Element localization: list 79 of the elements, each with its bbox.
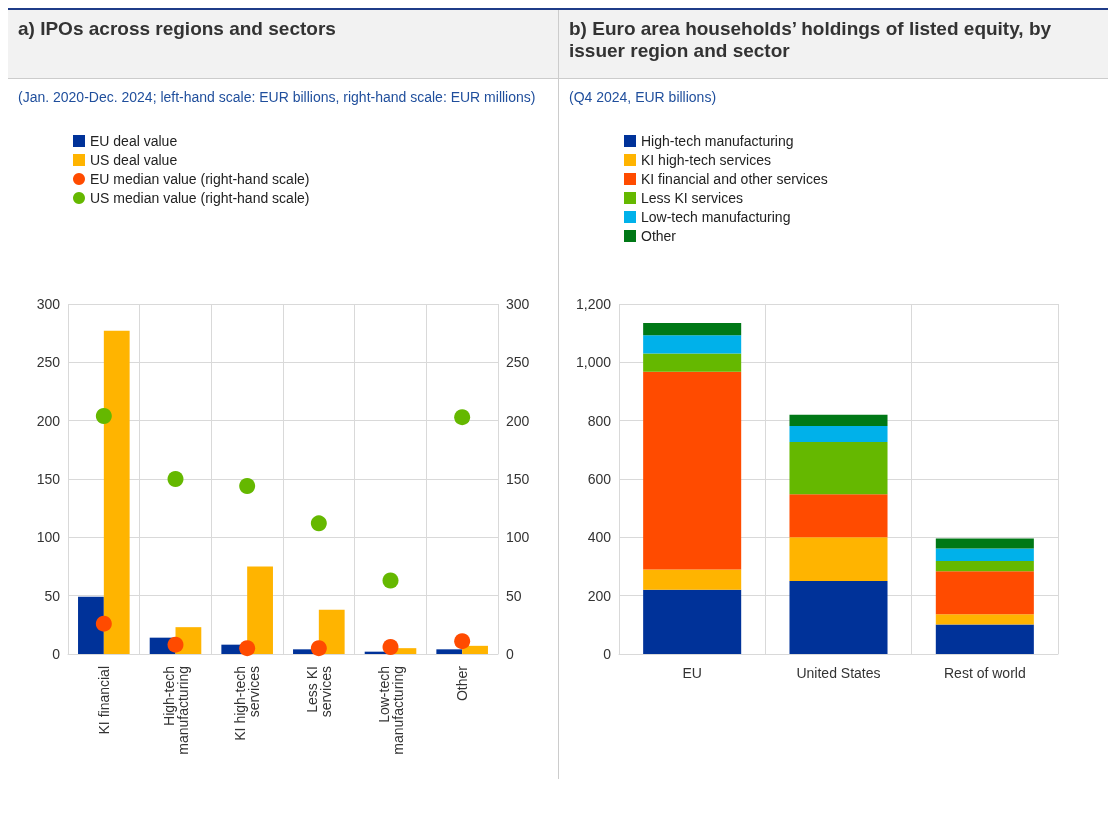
y-tick-label: 100 — [36, 529, 61, 546]
point — [454, 409, 471, 426]
x-tick-label: KI high-tech services — [232, 666, 263, 741]
bar — [643, 371, 742, 570]
legend-label: EU deal value — [90, 133, 178, 149]
bar — [789, 537, 888, 582]
y-tick-label: 50 — [44, 587, 61, 604]
y-tick-label: 1,200 — [575, 296, 612, 312]
x-tick-label: Rest of world — [943, 665, 1026, 681]
bar — [643, 335, 742, 354]
point — [95, 408, 112, 424]
x-tick-label: High-tech manufacturing — [160, 666, 191, 755]
bar — [643, 589, 742, 654]
x-tick-label: Less KI services — [303, 666, 334, 718]
bar — [789, 425, 888, 442]
y-tick-label: 250 — [36, 354, 61, 371]
x-tick-label: Other — [454, 665, 471, 702]
bar — [789, 581, 888, 654]
bar — [318, 609, 345, 654]
bar — [789, 494, 888, 538]
chart-title: b) Euro area households’ holdings of listed equity, by issuer region and sector — [559, 10, 1108, 79]
bar — [643, 322, 742, 336]
bar — [643, 353, 742, 372]
x-tick-label: United States — [796, 665, 881, 681]
chart-title: a) IPOs across regions and sectors — [8, 10, 558, 79]
legend-label: Less KI services — [641, 190, 743, 206]
bar — [935, 571, 1034, 615]
legend-label: US deal value — [90, 152, 178, 168]
legend-label: High-tech manufacturing — [641, 133, 794, 149]
y-tick-label: 1,000 — [575, 354, 612, 371]
bar — [103, 330, 130, 654]
bar — [935, 614, 1034, 625]
y-tick-label: 200 — [587, 587, 612, 604]
y-tick-label: 400 — [587, 529, 612, 546]
x-tick-label: KI financial — [95, 666, 112, 735]
point — [454, 633, 471, 650]
chart-subtitle: (Jan. 2020-Dec. 2024; left-hand scale: EUR billions, right-hand scale: EUR millions) — [17, 88, 537, 107]
point — [382, 572, 399, 589]
bar — [462, 645, 488, 654]
y-tick-label: 600 — [587, 471, 612, 487]
y-tick-label: 0 — [603, 646, 612, 662]
point — [95, 615, 112, 632]
y2-tick-label: 250 — [506, 354, 530, 371]
point — [310, 515, 327, 532]
legend-label: US median value (right-hand scale) — [90, 190, 310, 206]
bar — [789, 414, 888, 426]
y2-tick-label: 300 — [506, 296, 530, 312]
y2-tick-label: 50 — [506, 587, 522, 604]
legend-label: KI financial and other services — [641, 171, 828, 187]
y2-tick-label: 100 — [506, 529, 530, 546]
y-tick-label: 200 — [36, 412, 61, 429]
bar — [436, 649, 463, 654]
bar — [247, 566, 273, 654]
bar — [935, 548, 1034, 561]
y-tick-label: 150 — [36, 471, 61, 487]
bar — [643, 569, 742, 590]
y2-tick-label: 200 — [506, 412, 530, 429]
legend-label: Low-tech manufacturing — [641, 209, 791, 225]
chart-subtitle: (Q4 2024, EUR billions) — [568, 88, 718, 107]
bar — [935, 560, 1034, 572]
bar — [935, 624, 1034, 654]
point — [239, 640, 256, 657]
point — [167, 471, 184, 487]
bar — [78, 596, 104, 654]
point — [310, 640, 327, 657]
x-tick-label: EU — [682, 665, 702, 681]
y-tick-label: 0 — [52, 646, 61, 662]
point — [239, 478, 256, 494]
y2-tick-label: 150 — [506, 471, 530, 487]
legend-label: Other — [641, 228, 677, 244]
point — [382, 639, 399, 655]
legend-label: KI high-tech services — [641, 152, 771, 168]
y2-tick-label: 0 — [506, 646, 514, 662]
bar — [935, 538, 1034, 549]
bar — [789, 441, 888, 495]
legend-label: EU median value (right-hand scale) — [90, 171, 310, 187]
y-tick-label: 800 — [587, 412, 612, 429]
point — [167, 636, 184, 653]
y-tick-label: 300 — [36, 296, 61, 312]
